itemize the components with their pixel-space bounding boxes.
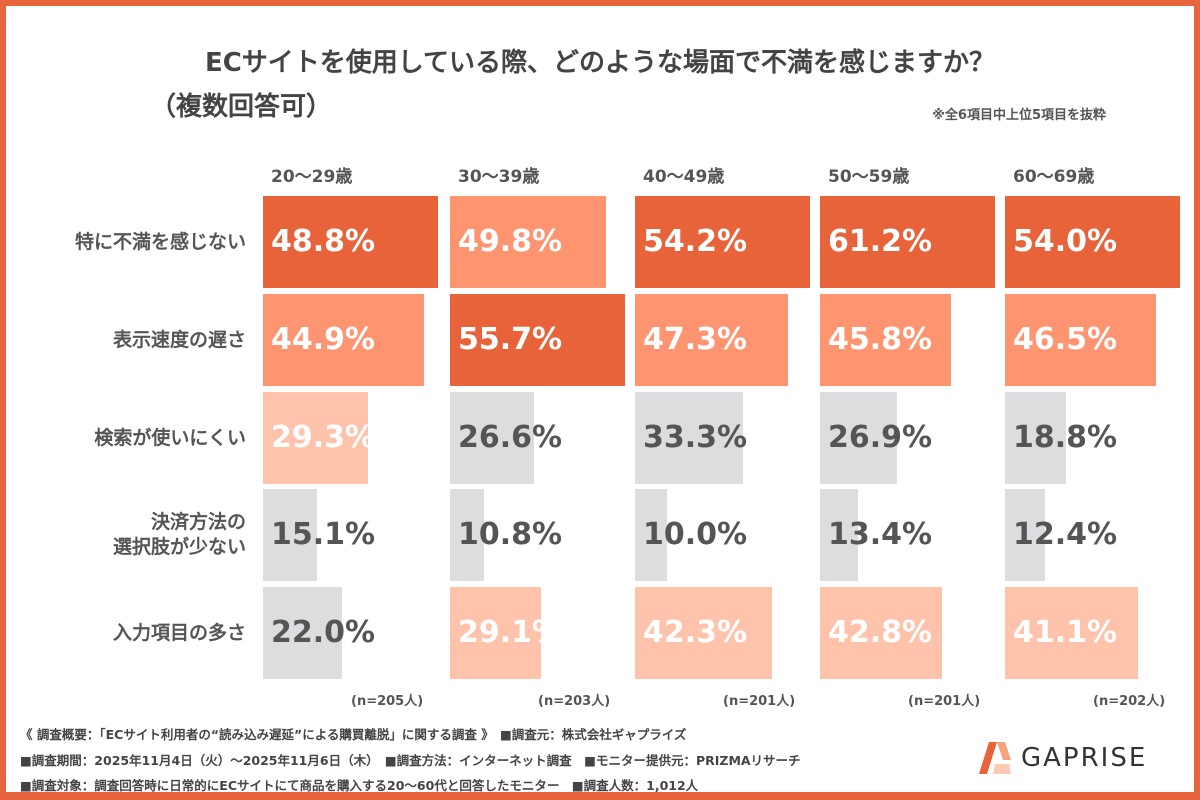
data-label: 26.9% — [828, 420, 933, 455]
data-label: 54.2% — [643, 224, 748, 259]
sample-size: (n=205人) — [351, 694, 424, 709]
gaprise-logo: GAPRISE — [975, 742, 1147, 774]
data-label: 41.1% — [1013, 615, 1118, 650]
sample-size: (n=202人) — [1093, 694, 1166, 709]
bar — [820, 489, 859, 581]
bar — [635, 294, 788, 386]
column-header: 30〜39歳 — [458, 167, 540, 187]
bar — [263, 294, 424, 386]
bar — [820, 587, 943, 679]
sample-size: (n=201人) — [908, 694, 981, 709]
data-label: 13.4% — [828, 517, 933, 552]
data-label: 29.3% — [271, 420, 376, 455]
bar — [263, 489, 318, 581]
chart-title: ECサイトを使用している際、どのような場面で不満を感じますか？ — [204, 48, 996, 78]
data-label: 33.3% — [643, 420, 748, 455]
bar — [450, 196, 607, 288]
row-label: 入力項目の多さ — [112, 621, 246, 644]
data-label: 12.4% — [1013, 517, 1118, 552]
footer-line: ■調査期間：2025年11月4日（火）〜2025年11月6日（木） ■調査方法：… — [20, 753, 801, 768]
bar — [635, 196, 810, 288]
data-label: 46.5% — [1013, 322, 1118, 357]
data-label: 61.2% — [828, 224, 933, 259]
bar — [450, 489, 484, 581]
column-header: 20〜29歳 — [271, 167, 353, 187]
column-header: 40〜49歳 — [643, 167, 725, 187]
logo-text: GAPRISE — [1021, 743, 1148, 773]
sample-size: (n=201人) — [723, 694, 796, 709]
bar — [1005, 392, 1066, 484]
logo-mark-icon — [979, 742, 1011, 774]
data-label: 15.1% — [271, 517, 376, 552]
bar — [263, 392, 369, 484]
data-label: 26.6% — [458, 420, 563, 455]
data-label: 49.8% — [458, 224, 563, 259]
bar — [263, 587, 342, 679]
data-label: 44.9% — [271, 322, 376, 357]
bar — [450, 294, 625, 386]
bar — [1005, 196, 1180, 288]
data-label: 45.8% — [828, 322, 933, 357]
bar — [820, 196, 995, 288]
bar — [635, 489, 668, 581]
data-label: 10.8% — [458, 517, 563, 552]
data-label: 22.0% — [271, 615, 376, 650]
row-label: 表示速度の遅さ — [112, 328, 246, 351]
bar — [1005, 294, 1156, 386]
chart-subtitle: （複数回答可） — [150, 92, 333, 122]
data-label: 29.1% — [458, 615, 563, 650]
sample-size: (n=203人) — [538, 694, 611, 709]
data-label: 48.8% — [271, 224, 376, 259]
data-label: 42.3% — [643, 615, 748, 650]
bar — [1005, 489, 1046, 581]
row-label: 検索が使いにくい — [94, 426, 246, 449]
column-header: 50〜59歳 — [828, 167, 910, 187]
bar — [635, 392, 743, 484]
data-label: 47.3% — [643, 322, 748, 357]
note: ※全6項目中上位5項目を抜粋 — [932, 108, 1106, 123]
bar — [450, 392, 534, 484]
row-label: 決済方法の 選択肢が少ない — [112, 511, 246, 558]
row-label: 特に不満を感じない — [74, 230, 246, 253]
bar — [820, 294, 951, 386]
data-label: 42.8% — [828, 615, 933, 650]
data-label: 55.7% — [458, 322, 563, 357]
bar — [450, 587, 542, 679]
data-label: 54.0% — [1013, 224, 1118, 259]
bar — [820, 392, 897, 484]
data-label: 10.0% — [643, 517, 748, 552]
bar — [263, 196, 438, 288]
footer-line: 《 調査概要：「ECサイト利用者の“読み込み遅延”による購買離脱」に関する調査 … — [20, 727, 687, 742]
column-header: 60〜69歳 — [1013, 167, 1095, 187]
bar — [635, 587, 772, 679]
footer-line: ■調査対象：調査回答時に日常的にECサイトにて商品を購入する20〜60代と回答し… — [20, 778, 699, 793]
bar — [1005, 587, 1139, 679]
data-label: 18.8% — [1013, 420, 1118, 455]
